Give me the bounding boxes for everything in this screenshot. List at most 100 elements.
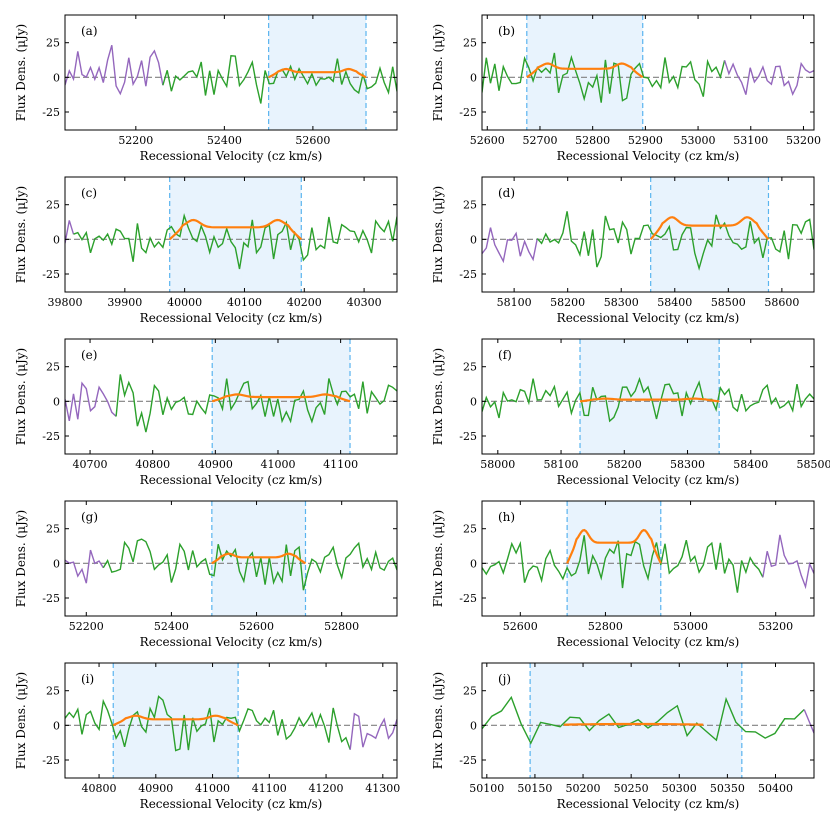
x-axis-label: Recessional Velocity (cz km/s) xyxy=(140,473,323,487)
y-tick-label: -25 xyxy=(459,754,477,767)
y-tick-label: 0 xyxy=(53,557,60,570)
masked-spectrum-line xyxy=(723,60,814,97)
y-axis-label: Flux Dens. (μJy) xyxy=(431,348,445,445)
x-tick-label: 58100 xyxy=(544,458,579,471)
x-tick-label: 41300 xyxy=(365,782,400,795)
x-tick-label: 58400 xyxy=(657,296,692,309)
axes-frame xyxy=(64,662,398,779)
x-axis-label: Recessional Velocity (cz km/s) xyxy=(140,149,323,163)
x-tick-label: 53200 xyxy=(786,134,821,147)
panel-tag: (e) xyxy=(81,348,97,362)
panel-tag: (f) xyxy=(498,348,512,362)
model-profile-line xyxy=(211,393,351,403)
x-tick-label: 40800 xyxy=(135,458,170,471)
x-tick-label: 40900 xyxy=(138,782,173,795)
y-tick-label: -25 xyxy=(459,592,477,605)
x-tick-label: 52600 xyxy=(503,620,538,633)
plot-area xyxy=(65,177,397,292)
x-axis-label: Recessional Velocity (cz km/s) xyxy=(140,797,323,811)
spectrum-line xyxy=(102,538,397,591)
y-tick-label: 0 xyxy=(53,719,60,732)
y-tick-label: 0 xyxy=(470,395,477,408)
axes-frame xyxy=(481,14,815,131)
masked-spectrum-line xyxy=(803,709,814,734)
x-tick-label: 58600 xyxy=(764,296,799,309)
x-axis-label: Recessional Velocity (cz km/s) xyxy=(140,311,323,325)
x-tick-label: 58300 xyxy=(670,458,705,471)
x-tick-label: 41000 xyxy=(195,782,230,795)
x-tick-label: 50300 xyxy=(662,782,697,795)
y-tick-label: -25 xyxy=(459,430,477,443)
x-axis-label: Recessional Velocity (cz km/s) xyxy=(557,635,740,649)
y-tick-label: -25 xyxy=(42,754,60,767)
masked-spectrum-line xyxy=(65,381,117,422)
panel-tag: (h) xyxy=(498,510,515,524)
x-tick-label: 53000 xyxy=(681,134,716,147)
x-tick-label: 40300 xyxy=(347,296,382,309)
x-tick-label: 53200 xyxy=(758,620,793,633)
y-axis-label: Flux Dens. (μJy) xyxy=(14,510,28,607)
velocity-window-shade xyxy=(526,15,643,130)
panel-c: 39800 39900 40000 40100 40200 40300 -25 0 25 Rece… xyxy=(14,176,398,325)
masked-spectrum-line xyxy=(65,45,164,96)
y-tick-label: 25 xyxy=(463,361,477,374)
x-tick-label: 50400 xyxy=(758,782,793,795)
y-tick-label: 0 xyxy=(53,395,60,408)
y-tick-label: 25 xyxy=(46,199,60,212)
axes-frame xyxy=(64,500,398,617)
y-tick-label: 25 xyxy=(463,199,477,212)
y-axis-label: Flux Dens. (μJy) xyxy=(14,348,28,445)
panel-tag: (d) xyxy=(498,186,515,200)
x-tick-label: 58500 xyxy=(797,458,830,471)
plot-area xyxy=(482,15,814,130)
masked-spectrum-line xyxy=(65,220,75,244)
plot-area xyxy=(482,663,814,778)
y-tick-label: 0 xyxy=(53,71,60,84)
x-tick-label: 50250 xyxy=(614,782,649,795)
masked-spectrum-line xyxy=(349,712,397,750)
y-axis-label: Flux Dens. (μJy) xyxy=(431,672,445,769)
x-axis-label: Recessional Velocity (cz km/s) xyxy=(140,635,323,649)
x-tick-label: 40700 xyxy=(73,458,108,471)
panel-b: 52600 52700 52800 52900 53000 53100 53200 -25 0 2… xyxy=(431,14,821,163)
plot-area xyxy=(65,501,397,616)
y-tick-label: -25 xyxy=(42,592,60,605)
spectrum-line xyxy=(482,52,726,103)
plot-area xyxy=(65,663,397,778)
x-tick-label: 52200 xyxy=(118,134,153,147)
x-tick-label: 53100 xyxy=(733,134,768,147)
model-profile-line xyxy=(268,67,367,79)
x-tick-label: 58200 xyxy=(550,296,585,309)
velocity-window-shade xyxy=(650,177,769,292)
x-tick-label: 58400 xyxy=(733,458,768,471)
x-tick-label: 52800 xyxy=(588,620,623,633)
y-tick-label: 25 xyxy=(46,361,60,374)
masked-spectrum-line xyxy=(65,549,104,584)
axes-frame xyxy=(481,500,815,617)
panel-h: 52600 52800 53000 53200 -25 0 25 Recessional Ve… xyxy=(431,500,815,649)
panel-f: 58000 58100 58200 58300 58400 58500 -25 0 25 Rece… xyxy=(431,338,830,487)
x-tick-label: 52700 xyxy=(522,134,557,147)
x-tick-label: 40800 xyxy=(82,782,117,795)
x-tick-label: 41100 xyxy=(323,458,358,471)
y-tick-label: 0 xyxy=(470,233,477,246)
x-tick-label: 50200 xyxy=(566,782,601,795)
x-tick-label: 52400 xyxy=(154,620,189,633)
y-axis-label: Flux Dens. (μJy) xyxy=(14,186,28,283)
x-tick-label: 40000 xyxy=(167,296,202,309)
x-tick-label: 41000 xyxy=(260,458,295,471)
x-tick-label: 52600 xyxy=(295,134,330,147)
masked-spectrum-line xyxy=(482,227,538,264)
axes-frame xyxy=(481,338,815,455)
velocity-window-shade xyxy=(567,501,661,616)
spectrum-line xyxy=(65,695,351,752)
y-tick-label: -25 xyxy=(459,106,477,119)
axes-frame xyxy=(64,176,398,293)
model-profile-line xyxy=(649,216,770,241)
plot-area xyxy=(65,15,397,130)
x-tick-label: 52400 xyxy=(207,134,242,147)
x-tick-label: 58500 xyxy=(711,296,746,309)
panel-tag: (i) xyxy=(81,672,94,686)
x-tick-label: 52600 xyxy=(239,620,274,633)
